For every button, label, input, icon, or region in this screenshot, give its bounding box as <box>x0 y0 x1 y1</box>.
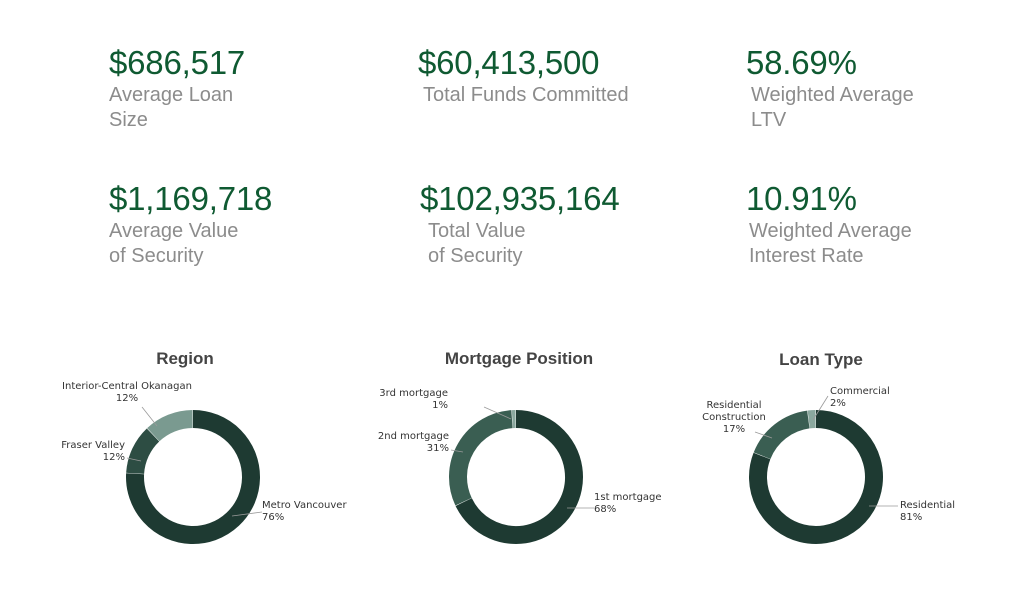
stat-value: $1,169,718 <box>109 180 273 217</box>
stat-label: Total Funds Committed <box>418 83 698 108</box>
donut-chart-svg: Mortgage Position 1st mortgage 68% 2nd mort… <box>378 349 662 544</box>
donut-slice-residential <box>749 410 883 544</box>
stat-label: Weighted Average LTV <box>746 83 1024 133</box>
slice-label-3rd-mortgage: 3rd mortgage 1% <box>379 388 448 411</box>
donut-slice-2nd-mortgage <box>449 410 513 506</box>
stat-value: $686,517 <box>109 44 246 81</box>
stat-weighted-average-ltv: 58.69% Weighted Average LTV <box>746 45 1024 133</box>
stat-label-line: Size <box>109 109 148 131</box>
slice-label-fraser-valley: Fraser Valley 12% <box>61 440 125 463</box>
chart-title: Mortgage Position <box>445 349 593 368</box>
label-leader-line <box>754 431 773 439</box>
stat-weighted-average-interest-rate: 10.91% Weighted Average Interest Rate <box>746 181 1024 269</box>
stat-value: 10.91% <box>746 180 857 217</box>
stat-label-line: of Security <box>109 245 204 267</box>
donut-chart-region: Region Metro Vancouver 76% Fraser Valley 12%… <box>30 340 360 560</box>
stat-label-line: Weighted Average <box>749 220 912 242</box>
stat-label-line: Total Value <box>428 220 526 242</box>
donut-slice-metro-vancouver <box>126 410 260 544</box>
stat-label-line: Weighted Average <box>751 84 914 106</box>
donut-chart-mortgage-position: Mortgage Position 1st mortgage 68% 2nd mort… <box>354 340 684 560</box>
label-leader-line <box>483 406 512 420</box>
label-leader-line <box>231 511 263 517</box>
donut-slice-fraser-valley <box>126 428 160 475</box>
slice-label-1st-mortgage: 1st mortgage 68% <box>594 492 662 515</box>
stat-value: 58.69% <box>746 44 857 81</box>
stat-label-line: of Security <box>428 245 523 267</box>
label-leader-line <box>126 457 142 462</box>
slice-label-metro-vancouver: Metro Vancouver 76% <box>262 500 347 523</box>
label-leader-line <box>812 395 829 421</box>
stat-label-line: LTV <box>751 109 787 131</box>
stat-average-loan-size: $686,517 Average Loan Size <box>109 45 389 133</box>
donut-slice-1st-mortgage <box>455 410 583 544</box>
stat-label: Average Loan Size <box>109 83 389 133</box>
stat-label: Total Value of Security <box>420 219 700 269</box>
label-leader-line <box>450 449 464 453</box>
stat-label-line: Average Loan <box>109 84 234 106</box>
stat-value: $60,413,500 <box>418 44 600 81</box>
donut-slice-interior-central-okanagan <box>147 410 194 442</box>
donut-chart-svg: Region Metro Vancouver 76% Fraser Valley 12%… <box>61 349 347 544</box>
stat-total-funds-committed: $60,413,500 Total Funds Committed <box>418 45 698 108</box>
stat-label-line: Average Value <box>109 220 239 242</box>
stat-value: $102,935,164 <box>420 180 620 217</box>
donut-chart-loan-type: Loan Type Residential 81% Residential Constr… <box>654 340 984 560</box>
chart-title: Loan Type <box>779 350 863 369</box>
slice-label-commercial: Commercial 2% <box>830 386 890 409</box>
stat-label: Weighted Average Interest Rate <box>746 219 1024 269</box>
slice-label-residential: Residential 81% <box>900 500 955 523</box>
stat-total-value-of-security: $102,935,164 Total Value of Security <box>420 181 700 269</box>
donut-chart-svg: Loan Type Residential 81% Residential Constr… <box>702 350 955 544</box>
label-leader-line <box>141 406 158 427</box>
donut-slice-residential-construction <box>753 410 810 460</box>
stat-label-line: Interest Rate <box>749 245 864 267</box>
slice-label-2nd-mortgage: 2nd mortgage 31% <box>378 431 449 454</box>
chart-title: Region <box>156 349 214 368</box>
stat-label: Average Value of Security <box>109 219 389 269</box>
slice-label-residential-construction: Residential Construction 17% <box>702 400 766 435</box>
slice-label-interior-central-okanagan: Interior-Central Okanagan 12% <box>62 381 192 404</box>
stat-label-line: Total Funds Committed <box>423 84 629 106</box>
stat-average-value-of-security: $1,169,718 Average Value of Security <box>109 181 389 269</box>
